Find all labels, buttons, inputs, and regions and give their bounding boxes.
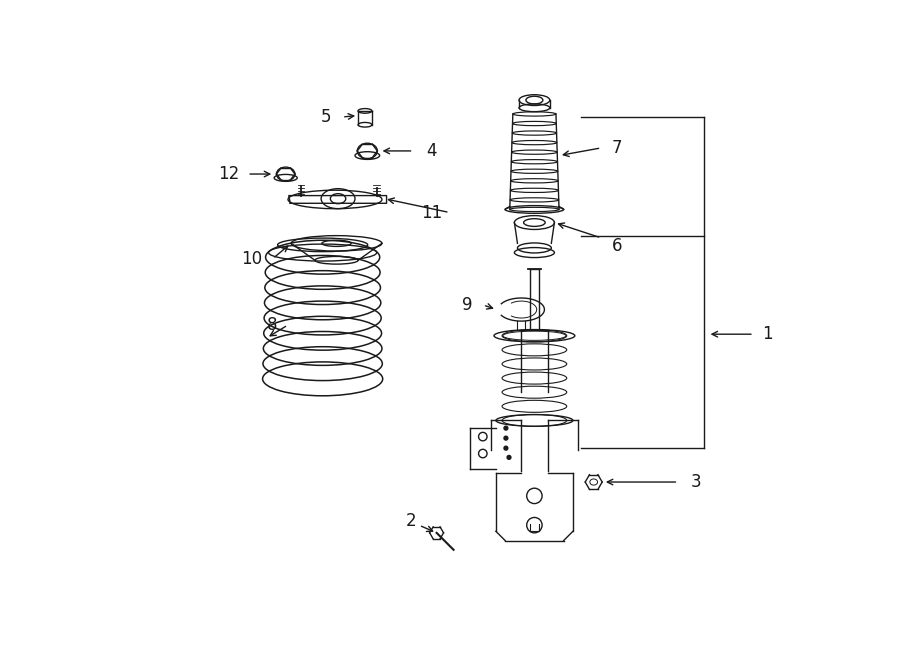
Text: 4: 4: [427, 142, 437, 160]
Text: 6: 6: [611, 237, 622, 254]
Circle shape: [507, 455, 511, 459]
Text: 1: 1: [762, 325, 773, 343]
Text: 3: 3: [691, 473, 701, 491]
Text: 8: 8: [267, 316, 278, 334]
Text: 5: 5: [321, 108, 332, 126]
Circle shape: [504, 426, 508, 430]
Text: 10: 10: [241, 250, 263, 268]
Text: 11: 11: [421, 204, 443, 221]
Circle shape: [504, 436, 508, 440]
Circle shape: [504, 446, 508, 450]
Text: 9: 9: [463, 296, 473, 314]
Text: 2: 2: [406, 512, 417, 529]
Text: 12: 12: [218, 165, 239, 183]
Text: 7: 7: [611, 139, 622, 157]
